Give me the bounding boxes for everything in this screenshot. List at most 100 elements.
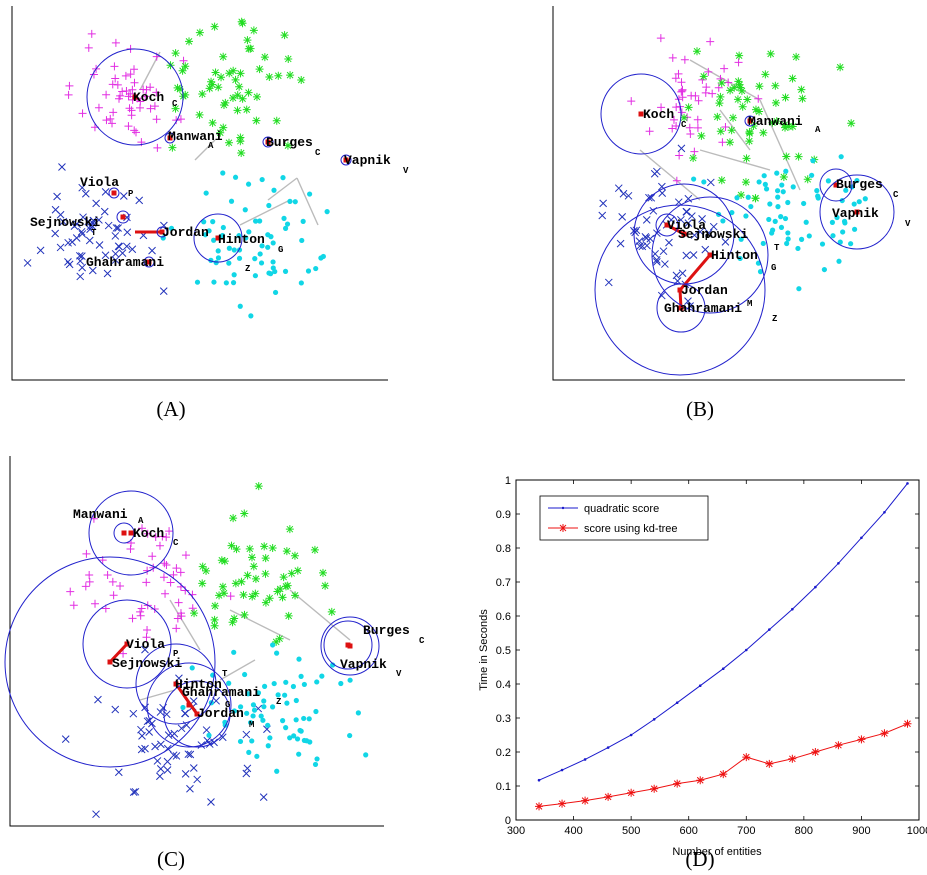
author-label: Vapnik bbox=[832, 206, 879, 221]
plus-point bbox=[150, 604, 159, 613]
author-center bbox=[347, 643, 353, 649]
star-point bbox=[285, 525, 294, 534]
dot-point bbox=[284, 700, 290, 706]
dot-point bbox=[851, 226, 858, 232]
dot-point bbox=[237, 704, 244, 710]
author-subscript: T bbox=[91, 228, 97, 238]
x-point bbox=[177, 724, 186, 733]
series-point bbox=[903, 719, 912, 728]
star-point bbox=[261, 598, 270, 607]
author-center bbox=[107, 659, 113, 665]
plus-point bbox=[724, 78, 733, 87]
author-subscript: T bbox=[774, 243, 780, 253]
author-center bbox=[343, 157, 349, 163]
series-point bbox=[768, 628, 771, 631]
author-subscript: C bbox=[172, 99, 178, 109]
dot-point bbox=[355, 710, 361, 716]
dot-point bbox=[262, 683, 268, 689]
author-subscript: A bbox=[815, 125, 821, 135]
author-label: Jordan bbox=[197, 706, 244, 721]
dot-point bbox=[701, 179, 707, 185]
plus-point bbox=[172, 624, 181, 633]
plus-point bbox=[671, 74, 680, 83]
y-tick-label: 0.6 bbox=[496, 611, 511, 623]
dot-point bbox=[780, 189, 786, 195]
plus-point bbox=[136, 611, 145, 620]
dot-point bbox=[180, 704, 186, 711]
plus-point bbox=[668, 124, 677, 133]
x-point bbox=[77, 227, 86, 236]
star-point bbox=[273, 587, 282, 596]
dot-point bbox=[202, 232, 208, 238]
x-point bbox=[137, 725, 145, 734]
dot-point bbox=[201, 219, 207, 225]
star-point bbox=[221, 98, 230, 107]
dot-point bbox=[287, 735, 293, 741]
legend-box bbox=[539, 495, 709, 541]
plus-point bbox=[657, 103, 666, 112]
coauthor-link bbox=[289, 589, 351, 641]
star-point bbox=[761, 70, 770, 79]
legend-label-kdtree: score using kd-tree bbox=[584, 523, 678, 535]
plus-point bbox=[128, 85, 137, 94]
x-point bbox=[202, 726, 211, 734]
dot-point bbox=[282, 268, 289, 274]
dot-point bbox=[291, 733, 297, 739]
coauthor-link bbox=[759, 99, 801, 191]
star-point bbox=[727, 126, 736, 135]
x-point bbox=[184, 750, 193, 759]
plus-point bbox=[708, 89, 717, 98]
series-point bbox=[606, 746, 610, 749]
x-point bbox=[92, 199, 100, 208]
author-center bbox=[677, 287, 683, 293]
plus-point bbox=[721, 123, 730, 132]
dot-point bbox=[215, 255, 222, 261]
star-point bbox=[738, 102, 747, 111]
dot-point bbox=[856, 199, 862, 205]
dot-point bbox=[862, 196, 868, 202]
plus-point bbox=[686, 130, 695, 139]
x-point bbox=[163, 766, 172, 774]
author-subscript: V bbox=[403, 166, 409, 176]
dot-point bbox=[775, 204, 781, 210]
author-center bbox=[681, 231, 687, 237]
author-center bbox=[638, 111, 644, 117]
dot-point bbox=[737, 255, 743, 262]
star-point bbox=[198, 89, 207, 98]
author-center bbox=[124, 641, 130, 647]
x-point bbox=[64, 258, 72, 266]
strong-link bbox=[666, 223, 685, 236]
star-point bbox=[211, 601, 220, 610]
dot-point bbox=[798, 236, 805, 242]
star-point bbox=[283, 141, 292, 150]
x-point bbox=[704, 229, 713, 237]
star-point bbox=[803, 175, 812, 184]
star-point bbox=[243, 36, 252, 45]
panel-b-author-labels: Koch C Manwani A Burges C Vapnik V ViolaPSejnows… bbox=[643, 107, 911, 324]
star-point bbox=[208, 118, 217, 127]
dot-point bbox=[774, 170, 780, 176]
star-point bbox=[280, 31, 289, 40]
plus-point bbox=[122, 87, 131, 96]
author-label: Hinton bbox=[218, 232, 265, 247]
x-point bbox=[242, 769, 251, 778]
author-label: Hinton bbox=[711, 248, 758, 263]
x-point bbox=[79, 213, 87, 222]
dot-point bbox=[265, 244, 271, 250]
plus-point bbox=[162, 560, 171, 569]
dot-point bbox=[244, 710, 250, 716]
plus-point bbox=[146, 104, 155, 113]
dot-point bbox=[268, 271, 274, 277]
series-point bbox=[558, 799, 567, 808]
star-point bbox=[215, 591, 224, 600]
dot-point bbox=[290, 683, 297, 690]
plus-point bbox=[674, 69, 683, 78]
strong-link bbox=[174, 683, 199, 715]
x-point bbox=[684, 219, 693, 227]
x-point bbox=[78, 263, 87, 272]
dot-point bbox=[270, 259, 276, 265]
dot-point bbox=[782, 215, 789, 222]
star-point bbox=[781, 93, 790, 102]
star-point bbox=[190, 609, 199, 618]
